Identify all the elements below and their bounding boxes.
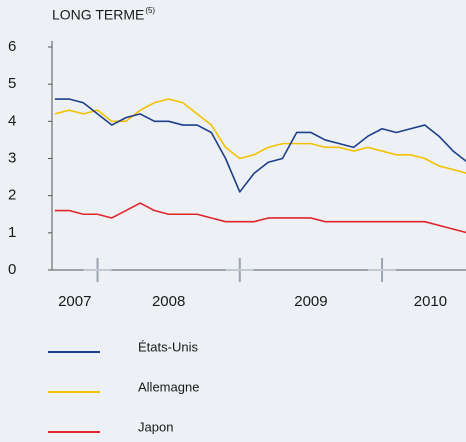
legend-label: États-Unis [138, 339, 198, 354]
x-tick-label: 2010 [414, 293, 447, 310]
legend-label: Allemagne [138, 379, 199, 394]
chart-title: LONG TERME [52, 7, 144, 23]
y-tick-label: 3 [8, 149, 16, 166]
legend-label: Japon [138, 419, 173, 434]
y-tick-label: 2 [8, 187, 16, 204]
line-series [54, 202, 466, 234]
line-series [54, 98, 466, 193]
y-tick-label: 4 [8, 112, 16, 129]
line-series [54, 98, 466, 174]
x-tick-label: 2008 [152, 293, 185, 310]
title-superscript: (5) [145, 6, 155, 15]
y-tick-label: 0 [8, 261, 16, 278]
x-tick-label: 2009 [294, 293, 327, 310]
y-tick-label: 1 [8, 224, 16, 241]
x-tick-label: 2007 [58, 293, 91, 310]
y-tick-label: 5 [8, 75, 16, 92]
y-tick-label: 6 [8, 38, 16, 55]
